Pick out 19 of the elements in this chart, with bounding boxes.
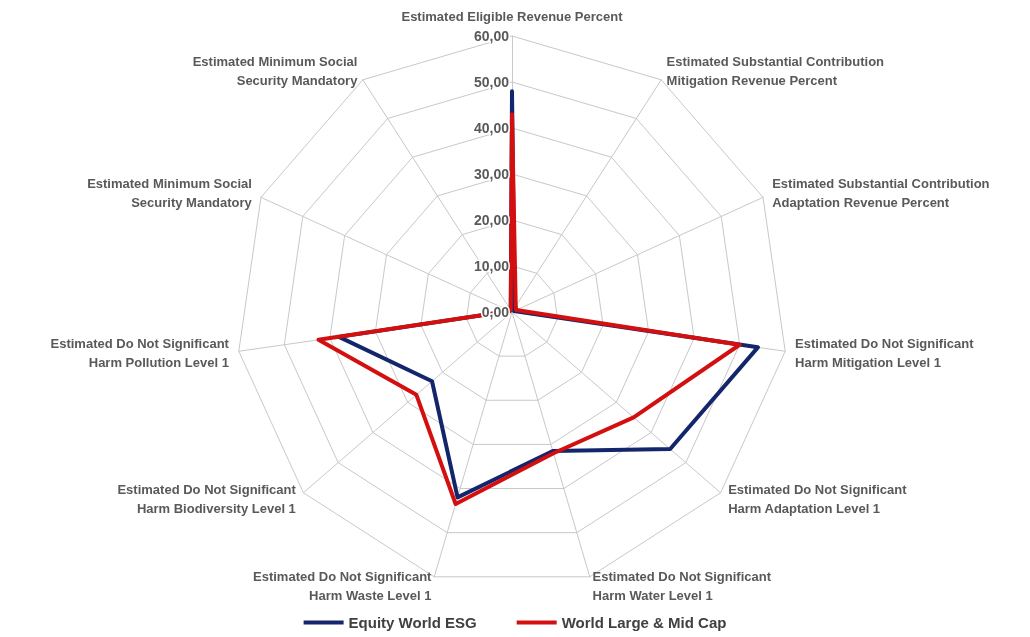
y-tick-label: 30,00 xyxy=(473,166,510,182)
y-tick-label: 60,00 xyxy=(473,28,510,44)
spoke-label: Estimated Minimum Social Security Mandatory xyxy=(87,176,253,211)
y-tick-label: 50,00 xyxy=(473,74,510,90)
y-tick-label: 10,00 xyxy=(473,258,510,274)
spoke-label: Estimated Do Not Significant Harm Water Level 1 xyxy=(592,569,772,604)
spoke-label: Estimated Do Not Significant Harm Pollution Level 1 xyxy=(50,335,230,370)
spoke-label: Estimated Eligible Revenue Percent xyxy=(401,9,624,24)
spoke-label: Estimated Substantial Contribution Adaptation Revenue Percent xyxy=(772,176,990,211)
spoke-label: Estimated Do Not Significant Harm Adaptation Level 1 xyxy=(728,482,908,517)
legend-label: World Large & Mid Cap xyxy=(561,614,727,631)
spoke-label: Estimated Do Not Significant Harm Waste Level 1 xyxy=(253,569,433,604)
y-tick-label: 40,00 xyxy=(473,120,510,136)
spoke-label: Estimated Minimum Social Security Mandatory xyxy=(192,54,359,89)
spoke-label: Estimated Substantial Contribution Mitigation Revenue Percent xyxy=(666,54,885,89)
spoke-label: Estimated Do Not Significant Harm Mitigation Level 1 xyxy=(795,335,975,370)
y-tick-label: 20,00 xyxy=(473,212,510,228)
legend-label: Equity World ESG xyxy=(348,614,477,631)
spoke-label: Estimated Do Not Significant Harm Biodiversity Level 1 xyxy=(117,482,297,517)
